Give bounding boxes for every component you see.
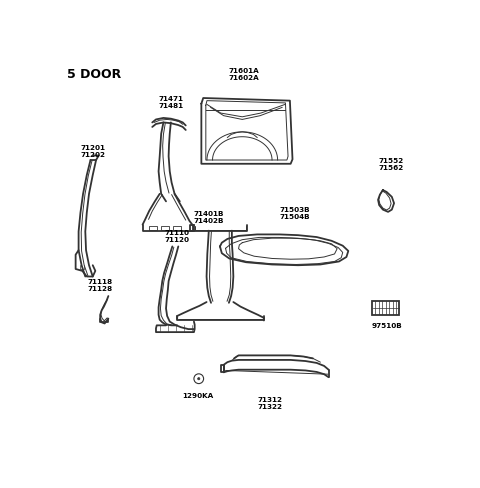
- Text: 71503B
71504B: 71503B 71504B: [279, 207, 310, 220]
- Text: 71201
71202: 71201 71202: [81, 145, 106, 158]
- Text: 71110
71120: 71110 71120: [164, 230, 189, 243]
- Text: 71118
71128: 71118 71128: [88, 279, 113, 291]
- Bar: [149, 226, 157, 229]
- Text: 71312
71322: 71312 71322: [258, 397, 283, 410]
- Text: 1290KA: 1290KA: [182, 393, 213, 399]
- Text: 5 DOOR: 5 DOOR: [67, 68, 122, 81]
- Bar: [372, 301, 399, 315]
- Bar: [161, 226, 169, 229]
- Text: 71601A
71602A: 71601A 71602A: [229, 68, 260, 81]
- Text: 71471
71481: 71471 71481: [158, 96, 184, 109]
- Text: 97510B: 97510B: [372, 324, 403, 329]
- Bar: [173, 226, 181, 229]
- Text: 71401B
71402B: 71401B 71402B: [194, 211, 225, 224]
- Circle shape: [194, 374, 204, 384]
- Circle shape: [198, 378, 200, 380]
- Text: 71552
71562: 71552 71562: [378, 158, 403, 171]
